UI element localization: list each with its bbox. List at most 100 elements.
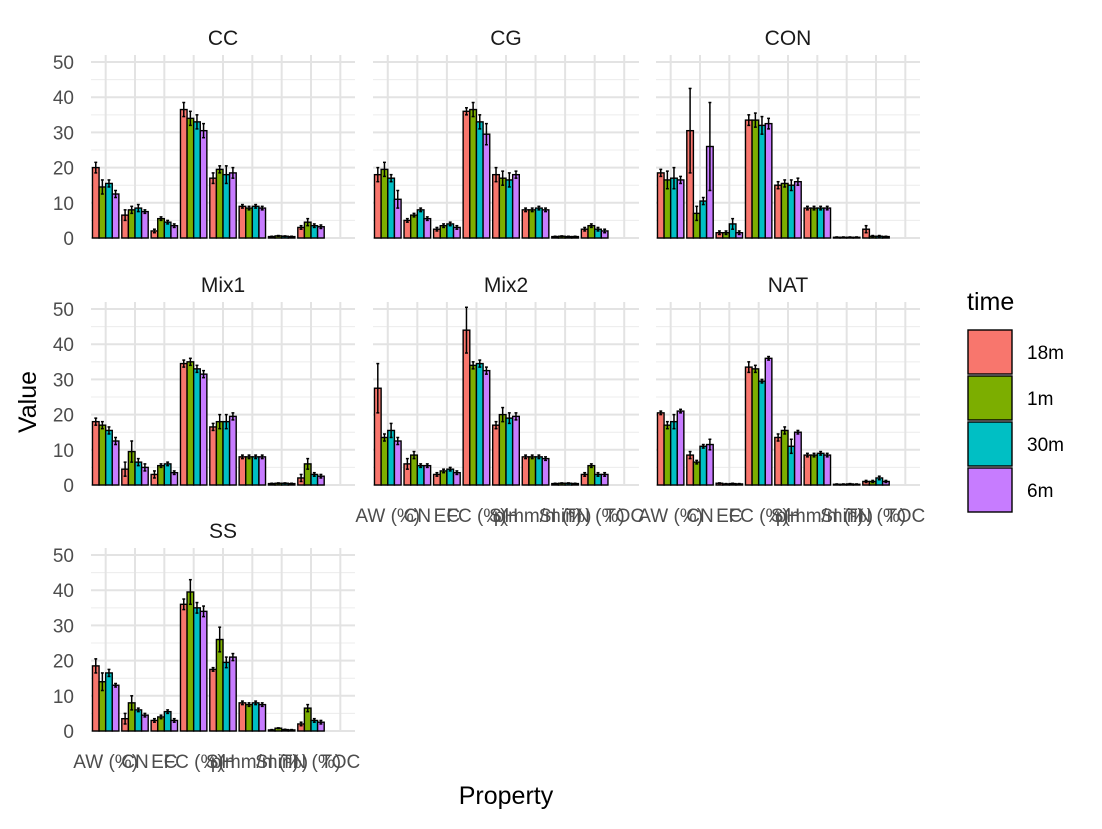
bar-ss-6m (199, 610, 208, 732)
bar-con-30m (787, 184, 796, 239)
bar-cc-30m (134, 207, 143, 239)
x-tick-label: FC (%) (729, 506, 789, 527)
x-tick-label: TOC (604, 506, 644, 527)
y-tick-label: 10 (53, 441, 74, 462)
bar-nat-18m (686, 454, 695, 486)
bar-cg-30m (416, 209, 425, 239)
bar-cc-18m (209, 177, 218, 239)
x-tick-label: S(mm/min) (489, 506, 582, 527)
bar-cg-18m (521, 209, 530, 239)
bar-cg-1m (380, 168, 389, 239)
bar-mix2-1m (587, 464, 596, 486)
bar-cg-30m (534, 207, 543, 239)
bar-cc-1m (245, 207, 254, 239)
bar-cg-6m (541, 209, 550, 239)
legend: time 18m 1m 30m 6m (967, 288, 1064, 513)
facet-title-nat: NAT (768, 274, 809, 297)
x-tick-label: CN (121, 752, 148, 773)
x-tick-label: TN (%) (846, 506, 906, 527)
bar-mix2-6m (423, 464, 432, 486)
bar-ss-1m (215, 638, 224, 732)
bar-con-18m (744, 119, 753, 239)
legend-label-1m: 1m (1027, 389, 1053, 410)
x-tick-label: FC (%) (164, 752, 224, 773)
bar-nat-18m (656, 412, 665, 486)
facet-title-mix1: Mix1 (201, 274, 245, 297)
facet-title-con: CON (765, 27, 812, 50)
bar-nat-30m (816, 452, 825, 486)
bar-nat-1m (663, 424, 672, 486)
bar-cc-18m (91, 166, 100, 239)
bar-cg-18m (462, 110, 471, 239)
bar-ss-1m (186, 591, 195, 732)
bar-mix2-30m (475, 362, 484, 486)
bar-mix1-30m (104, 429, 113, 486)
bar-cg-6m (511, 173, 521, 239)
bar-ss-6m (258, 703, 267, 732)
bar-nat-1m (751, 368, 760, 486)
bar-con-30m (816, 207, 825, 239)
facet-cc (91, 55, 355, 239)
bar-con-18m (803, 207, 812, 239)
bar-ss-6m (228, 656, 237, 732)
bar-cc-30m (192, 121, 201, 239)
x-tick-label: AW (%) (638, 506, 703, 527)
facet-title-mix2: Mix2 (484, 274, 528, 297)
bar-cg-18m (373, 173, 382, 239)
bar-cg-1m (469, 108, 478, 239)
bar-mix1-6m (199, 373, 208, 486)
x-tick-label: S(mm/min) (206, 752, 299, 773)
bar-con-30m (699, 200, 708, 239)
x-tick-label: TOC (320, 752, 360, 773)
facet-title-cc: CC (208, 27, 238, 50)
bar-mix1-18m (209, 426, 218, 486)
bar-mix2-6m (393, 440, 402, 486)
y-tick-label: 20 (53, 652, 74, 673)
bar-ss-6m (111, 684, 120, 732)
x-tick-label: TN (%) (281, 752, 341, 773)
facet-con (656, 55, 920, 239)
bar-cc-1m (186, 117, 195, 239)
bar-mix1-1m (157, 464, 166, 486)
facet-mix1 (91, 302, 355, 486)
bar-cg-18m (492, 173, 501, 239)
bar-mix1-1m (245, 456, 254, 486)
bar-ss-30m (163, 710, 172, 732)
x-tick-label: AW (%) (355, 506, 420, 527)
bar-con-6m (676, 179, 685, 239)
bar-nat-6m (793, 431, 802, 486)
x-tick-label: SI (%) (255, 752, 308, 773)
bar-cg-30m (387, 177, 396, 239)
bar-cg-18m (403, 219, 412, 239)
bar-con-6m (764, 122, 773, 239)
bar-nat-18m (803, 454, 812, 486)
bar-ss-18m (209, 668, 218, 732)
legend-label-30m: 30m (1027, 435, 1064, 456)
bar-mix1-1m (98, 424, 107, 486)
y-tick-label: 0 (63, 722, 74, 743)
y-tick-label: 40 (53, 88, 74, 109)
bar-cc-6m (111, 193, 120, 239)
bar-nat-6m (823, 454, 832, 486)
bar-mix2-1m (409, 454, 419, 486)
x-tick-label: TOC (885, 506, 925, 527)
bar-nat-6m (705, 443, 714, 486)
bar-mix1-6m (111, 440, 120, 486)
x-tick-label: CN (686, 506, 713, 527)
bar-mix2-6m (541, 457, 550, 486)
y-tick-label: 10 (53, 194, 74, 215)
bar-nat-18m (744, 366, 753, 486)
bar-con-1m (751, 119, 760, 239)
bar-nat-30m (699, 445, 708, 486)
bar-ss-18m (238, 702, 247, 732)
legend-key-18m (967, 329, 1013, 375)
x-tick-label: AW (%) (73, 752, 138, 773)
bar-mix2-30m (534, 456, 543, 486)
bar-nat-1m (810, 454, 819, 486)
bar-mix1-1m (186, 361, 195, 486)
x-tick-label: pH (211, 752, 235, 773)
legend-title: time (967, 288, 1014, 316)
bar-cg-30m (475, 121, 484, 239)
